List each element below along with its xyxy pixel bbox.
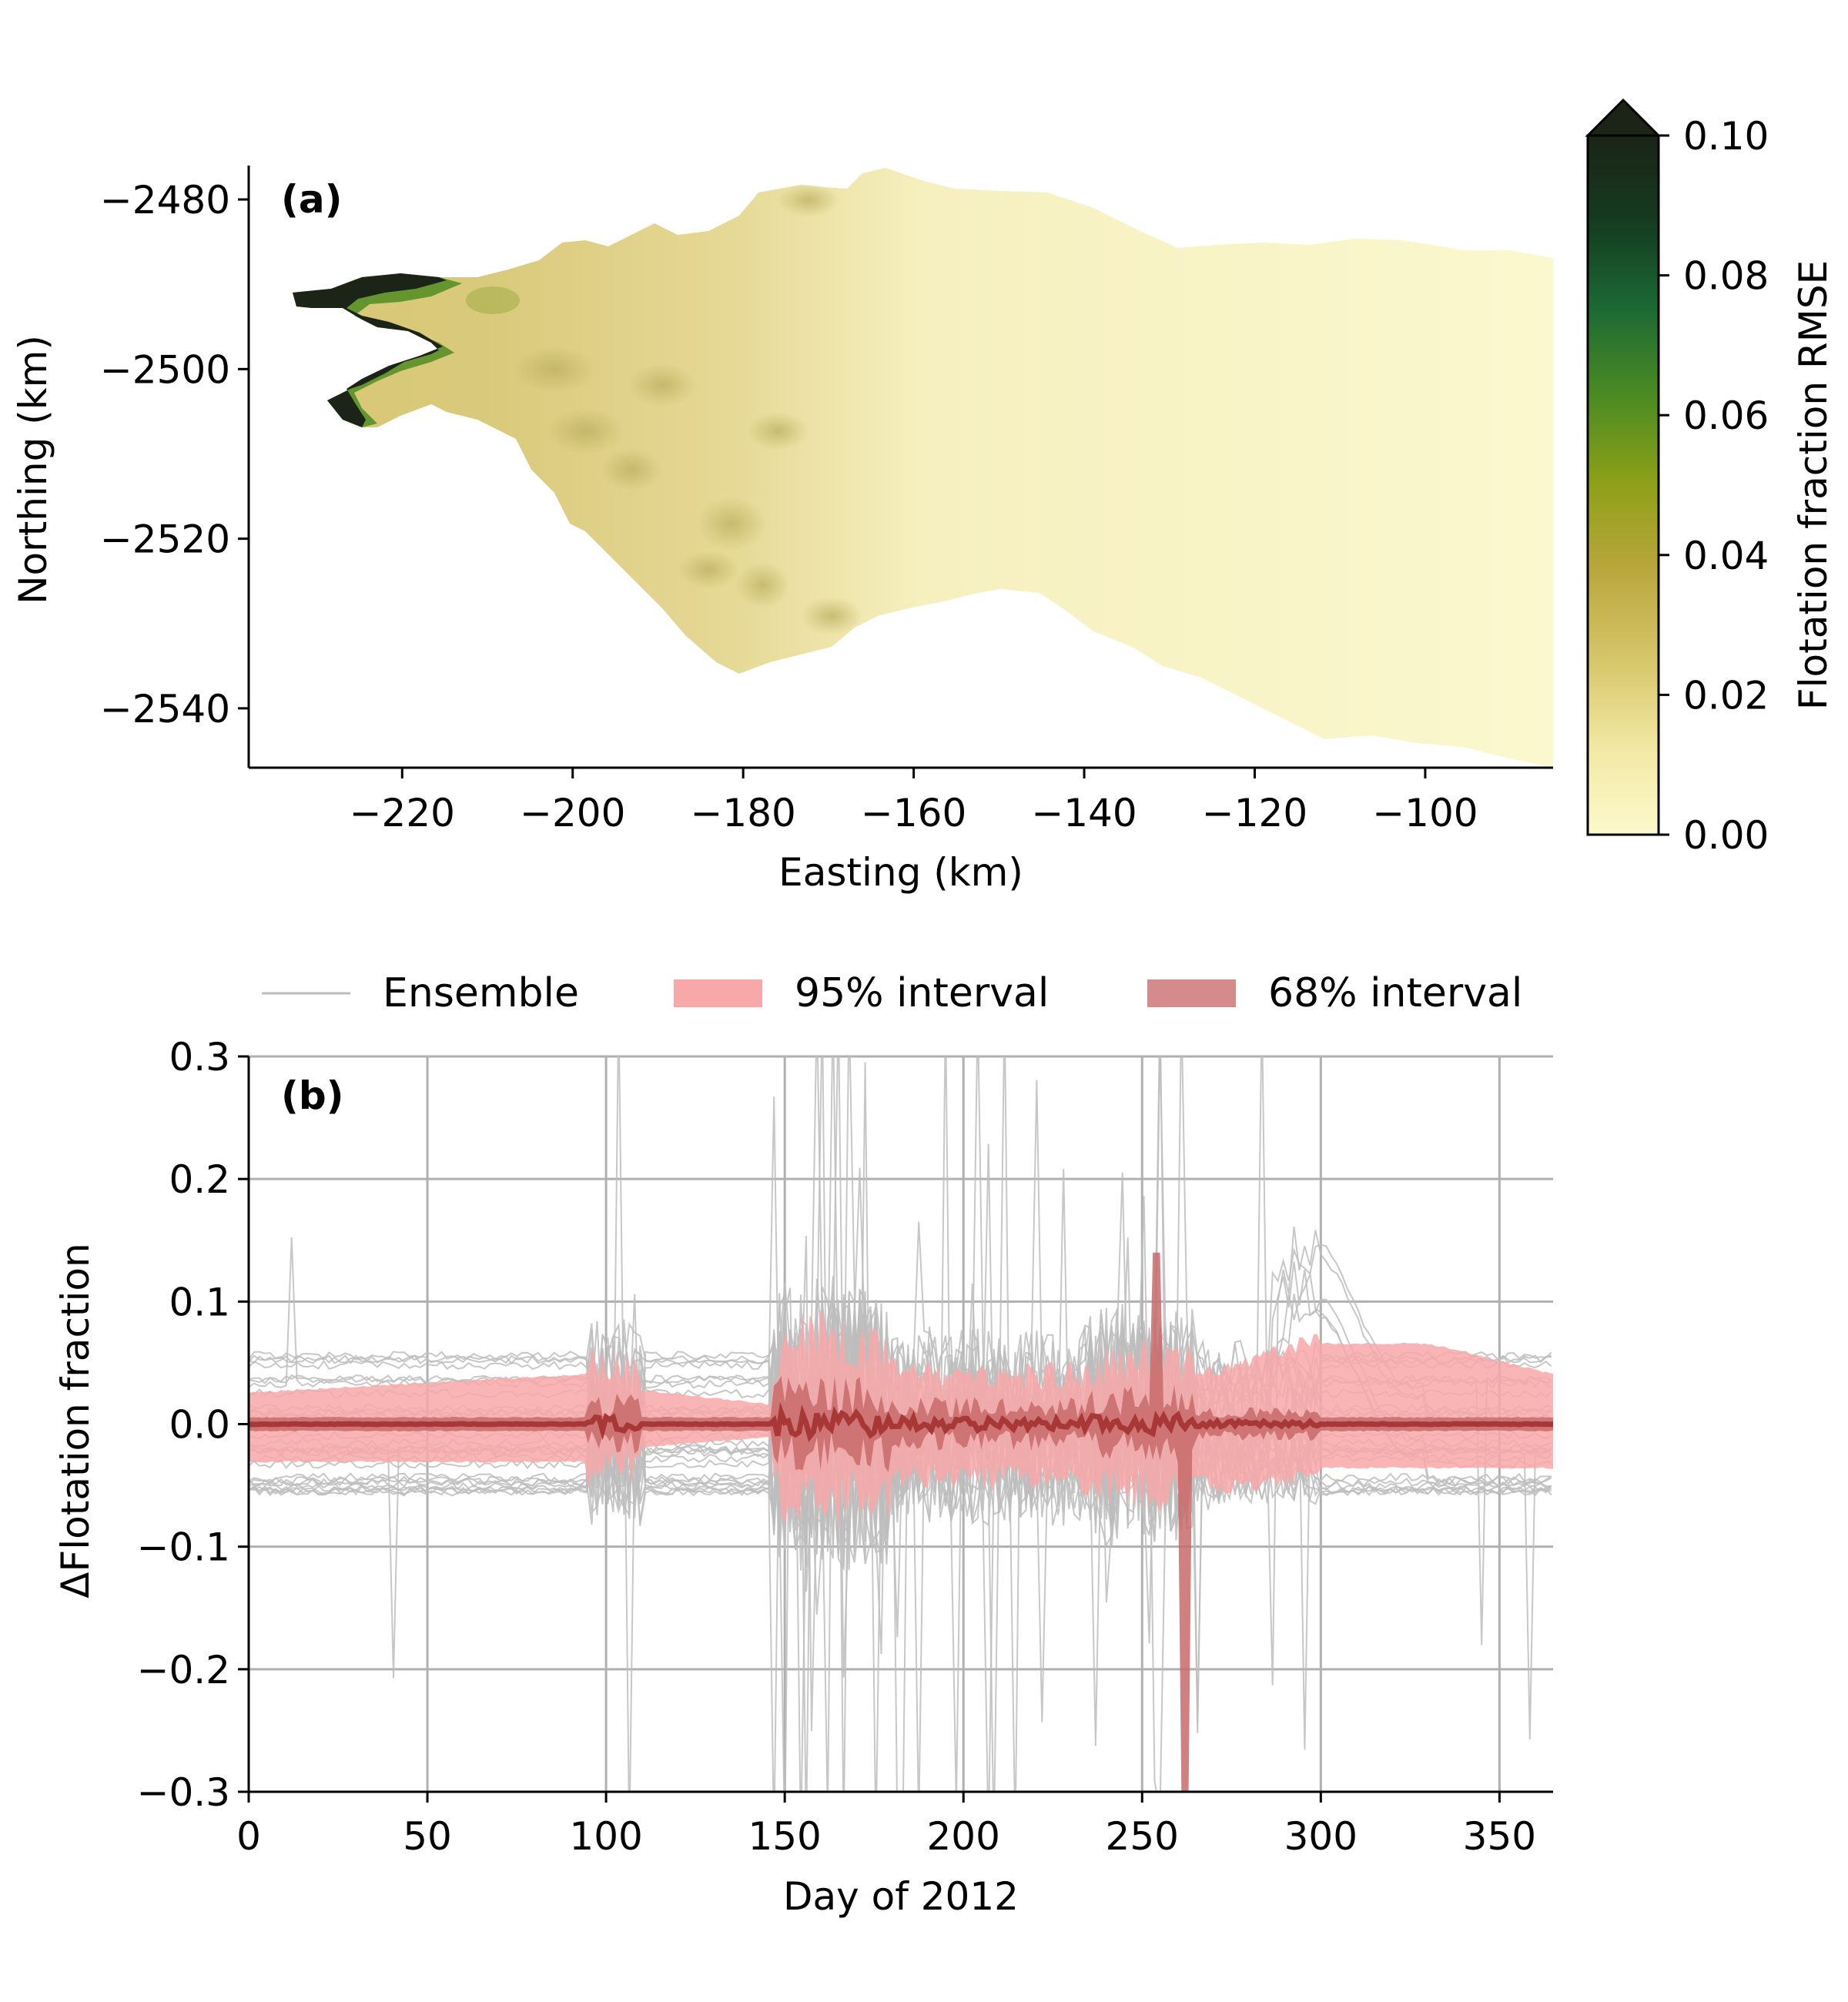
panel-label-b: (b): [281, 1073, 344, 1118]
x-axis-label-a: Easting (km): [778, 850, 1023, 895]
grid-b: [247, 1055, 1553, 1793]
colorbar-ticks: 0.00 0.02 0.04 0.06 0.08 0.10: [1659, 114, 1769, 858]
x-tick-label-a: −120: [1202, 791, 1307, 835]
y-tick-label-b: 0.0: [169, 1403, 230, 1448]
x-tick-label-b: 0: [236, 1814, 261, 1859]
colorbar-tick-label: 0.04: [1683, 534, 1769, 578]
y-tick-label-b: 0.3: [169, 1035, 230, 1080]
y-tick-label-a: −2500: [100, 347, 230, 392]
colorbar-label: Flotation fraction RMSE: [1791, 260, 1836, 710]
ensemble-line: [249, 1307, 1552, 1792]
colorbar-tick-label: 0.10: [1683, 114, 1769, 159]
x-tick-label-a: −140: [1031, 791, 1137, 835]
rmse-map: [293, 168, 1553, 768]
panel-a: −220 −200 −180 −160 −140 −120 −100 −2480 −2500 −2…: [11, 98, 1836, 895]
y-tick-label-a: −2540: [100, 687, 230, 732]
x-tick-label-b: 300: [1284, 1814, 1358, 1859]
series-area: [249, 1056, 1553, 1792]
y-tick-label-a: −2520: [100, 517, 230, 562]
y-tick-label-b: 0.1: [169, 1280, 230, 1324]
x-axis-label-b: Day of 2012: [783, 1874, 1019, 1919]
legend-label-95: 95% interval: [795, 970, 1049, 1016]
rmse-texture: [466, 183, 862, 635]
y-tick-label-b: −0.1: [137, 1525, 230, 1570]
glacier-outline: [293, 168, 1553, 768]
x-tick-label-a: −160: [861, 791, 966, 835]
y-tick-label-b: 0.2: [169, 1157, 230, 1202]
x-tick-label-b: 200: [927, 1814, 1000, 1859]
colorbar-gradient: [1586, 134, 1660, 836]
y-axis-label-a: Northing (km): [11, 335, 55, 604]
colorbar-tick-label: 0.00: [1683, 813, 1769, 858]
terminus-high-rmse: [293, 273, 462, 427]
ensemble-line: [249, 1168, 1552, 1792]
x-tick-label-a: −200: [520, 791, 625, 835]
y-tick-label-b: −0.3: [137, 1770, 230, 1815]
x-tick-label-b: 150: [748, 1814, 821, 1859]
x-tick-label-a: −180: [690, 791, 795, 835]
colorbar-extend-arrow: [1585, 98, 1662, 137]
legend-label-68: 68% interval: [1268, 970, 1522, 1016]
median-line: [249, 1401, 1553, 1442]
y-tick-label-a: −2480: [100, 178, 230, 223]
colorbar-tick-label: 0.02: [1683, 673, 1769, 718]
y-axis-label-b: ΔFlotation fraction: [53, 1243, 98, 1598]
colorbar-tick-label: 0.08: [1683, 254, 1769, 299]
x-tick-label-b: 350: [1463, 1814, 1536, 1859]
legend-swatch-68: [1147, 979, 1236, 1007]
legend-label-ensemble: Ensemble: [383, 970, 579, 1016]
x-tick-label-b: 250: [1106, 1814, 1179, 1859]
panel-label-a: (a): [281, 177, 342, 222]
x-tick-label-a: −100: [1372, 791, 1478, 835]
panel-b: 0 50 100 150 200 250 300 350 0.3 0.2 0.1 0.0 −0.1 −0.…: [53, 970, 1553, 1919]
colorbar-tick-label: 0.06: [1683, 393, 1769, 438]
colorbar: 0.00 0.02 0.04 0.06 0.08 0.10 Flotation fract…: [1585, 98, 1836, 858]
x-tick-label-b: 100: [569, 1814, 642, 1859]
x-tick-label-b: 50: [403, 1814, 452, 1859]
axes-a: −220 −200 −180 −160 −140 −120 −100 −2480 −2500 −2…: [100, 166, 1553, 835]
legend-swatch-95: [674, 979, 762, 1007]
ensemble-line: [249, 1270, 1552, 1571]
ensemble-line: [249, 1056, 1552, 1638]
legend: Ensemble 95% interval 68% interval: [262, 970, 1522, 1016]
axes-b: 0 50 100 150 200 250 300 350 0.3 0.2 0.1 0.0 −0.1 −0.…: [137, 1035, 1553, 1859]
x-tick-label-a: −220: [350, 791, 455, 835]
y-tick-label-b: −0.2: [137, 1648, 230, 1692]
